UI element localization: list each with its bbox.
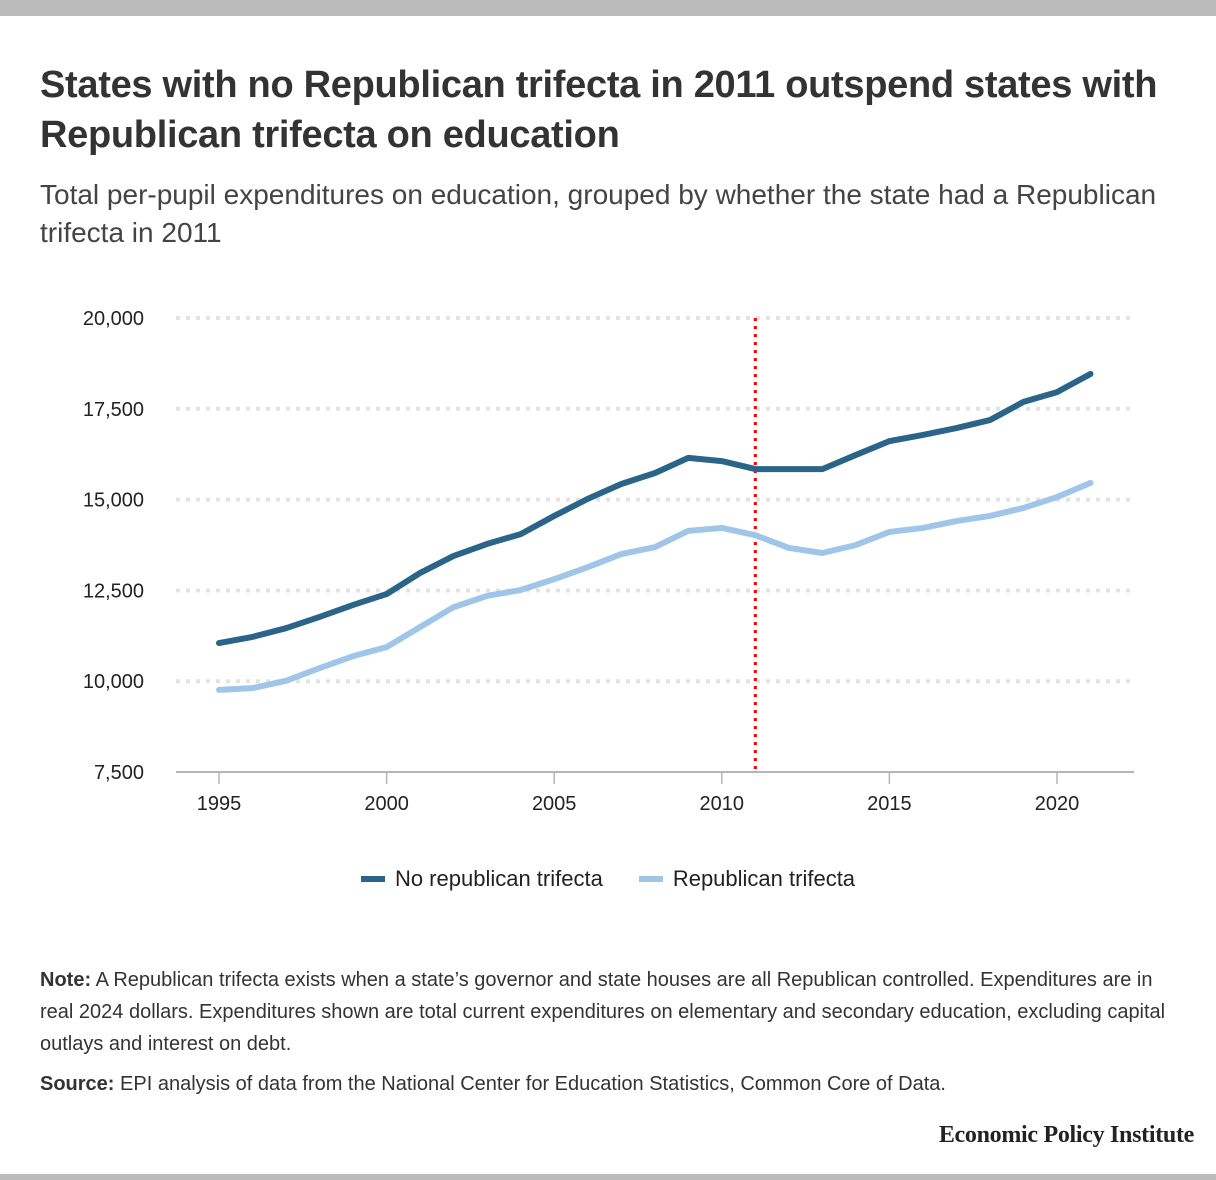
legend-label: Republican trifecta	[672, 866, 856, 891]
source: Source: EPI analysis of data from the Na…	[40, 1068, 1190, 1100]
legend-item-no-trifecta[interactable]: No republican trifecta	[360, 866, 603, 892]
legend-label: No republican trifecta	[394, 866, 603, 891]
x-tick-label: 2020	[1035, 793, 1080, 815]
legend-swatch-trifecta	[638, 876, 663, 882]
legend-item-trifecta[interactable]: Republican trifecta	[638, 866, 856, 892]
source-label: Source:	[40, 1073, 115, 1095]
y-tick-label: 10,000	[83, 671, 144, 693]
line-chart: 7,500 10,000 12,500 15,000 17,500 20,000 1995…	[83, 308, 1134, 815]
top-border	[0, 0, 1216, 16]
y-tick-label: 12,500	[83, 580, 144, 602]
y-tick-label: 17,500	[83, 399, 144, 421]
brand-logo: Economic Policy Institute	[938, 1122, 1194, 1148]
x-tick-label: 1995	[197, 793, 242, 815]
source-text: EPI analysis of data from the National C…	[114, 1073, 946, 1095]
legend-swatch-no-trifecta	[360, 876, 385, 882]
y-tick-label: 7,500	[94, 762, 144, 784]
notes-section: Note: A Republican trifecta exists when …	[40, 964, 1190, 1108]
x-tick-label: 2005	[532, 793, 577, 815]
x-tick-label: 2000	[364, 793, 409, 815]
x-axis: 1995 2000 2005 2010 2015 2020	[176, 771, 1134, 815]
note: Note: A Republican trifecta exists when …	[40, 964, 1190, 1060]
chart-subtitle: Total per-pupil expenditures on educatio…	[40, 179, 1157, 248]
chart-title: States with no Republican trifecta in 20…	[40, 64, 1158, 156]
bottom-border	[0, 1174, 1216, 1180]
y-tick-label: 20,000	[83, 308, 144, 330]
gridlines	[176, 316, 1134, 684]
series-line-trifecta	[216, 479, 1094, 693]
x-tick-label: 2010	[700, 793, 745, 815]
y-tick-label: 15,000	[83, 490, 144, 512]
y-axis: 7,500 10,000 12,500 15,000 17,500 20,000	[83, 308, 144, 784]
x-tick-label: 2015	[867, 793, 912, 815]
series-group	[216, 370, 1094, 693]
series-line-no-trifecta	[216, 370, 1094, 647]
note-label: Note:	[40, 969, 92, 991]
legend: No republican trifecta Republican trifec…	[0, 866, 1216, 892]
note-text: A Republican trifecta exists when a stat…	[40, 969, 1166, 1055]
